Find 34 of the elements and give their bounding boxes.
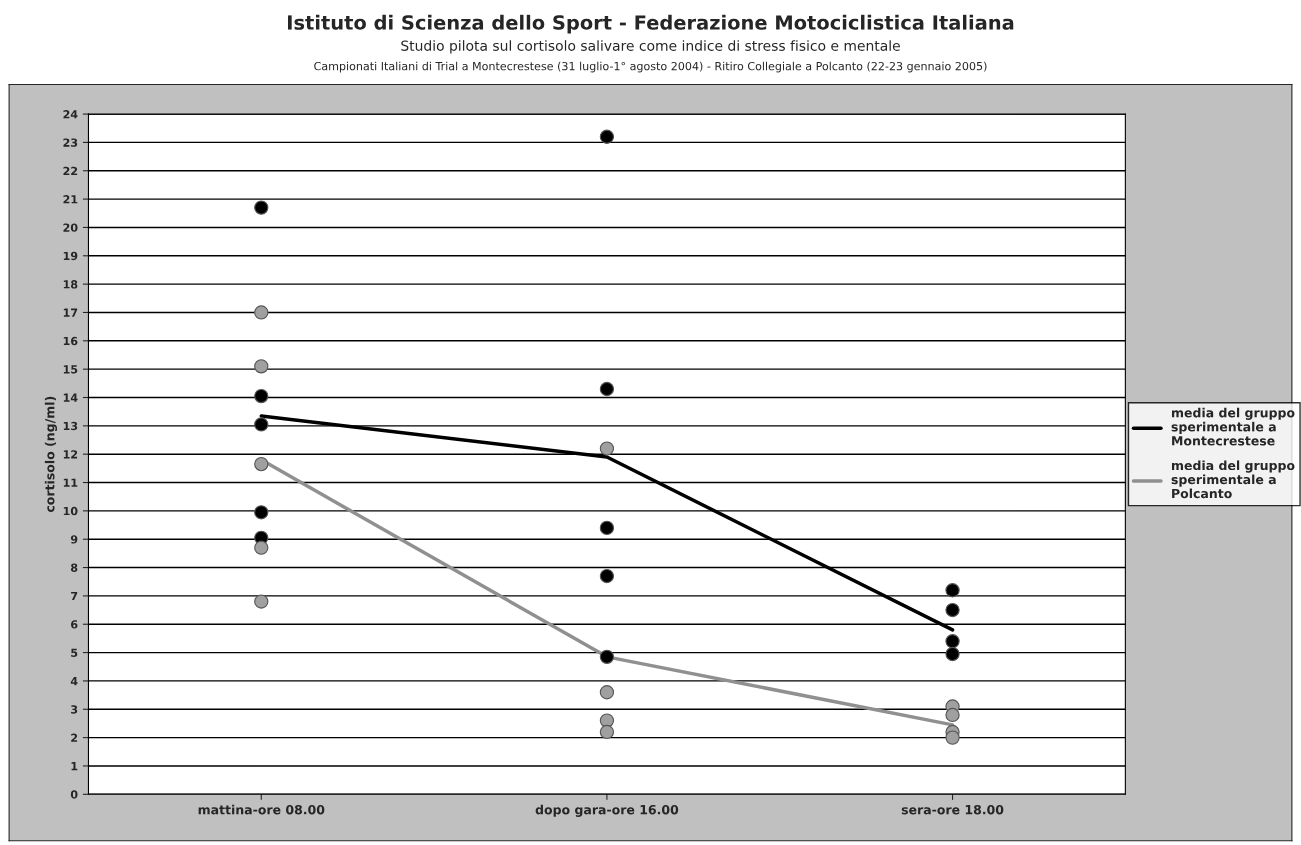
y-tick-label: 11 (63, 478, 78, 487)
legend-label: media del gruppo sperimentale a Polcanto (1171, 460, 1295, 499)
y-tick-label: 3 (71, 705, 78, 714)
y-tick-label: 13 (63, 421, 78, 431)
chart-title: Istituto di Scienza dello Sport - Federazione Motociclistica Italiana (288, 14, 1014, 34)
y-tick-label: 22 (63, 166, 78, 175)
legend-label: media del gruppo sperimentale a Montecrestese (1171, 407, 1295, 446)
x-tick-label: sera-ore 18.00 (901, 804, 1004, 815)
y-tick-label: 23 (63, 138, 78, 147)
y-tick-label: 7 (71, 592, 78, 601)
y-tick-label: 14 (63, 393, 78, 402)
y-tick-label: 9 (70, 535, 78, 544)
x-tick-label: mattina-ore 08.00 (198, 804, 325, 815)
y-tick-label: 21 (63, 195, 78, 204)
y-tick-label: 2 (71, 733, 78, 742)
y-tick-label: 20 (63, 223, 78, 232)
y-tick-label: 16 (63, 336, 78, 346)
y-tick-label: 8 (71, 563, 78, 572)
y-tick-label: 17 (63, 308, 78, 317)
x-tick-label: dopo gara-ore 16.00 (535, 804, 679, 817)
y-tick-label: 6 (71, 620, 78, 629)
chart-subtitle: Studio pilota sul cortisolo salivare come indice di stress fisico e mentale (401, 40, 900, 54)
text: Campionati Italiani di Trial a Montecrestese (31 luglio-1° agosto 2004) - Ritiro Collegiale a Polcanto (22-23 gennaio 2005) (314, 61, 987, 73)
y-tick-label: 1 (71, 762, 78, 771)
y-tick-label: 15 (63, 365, 78, 374)
y-tick-label: 0 (70, 790, 78, 799)
y-tick-label: 5 (71, 648, 78, 657)
y-tick-label: 18 (63, 280, 78, 289)
y-tick-label: 10 (63, 506, 78, 516)
y-tick-label: 19 (63, 251, 78, 261)
y-tick-label: 12 (63, 450, 78, 459)
y-tick-label: 24 (63, 110, 78, 119)
y-tick-label: 4 (70, 677, 78, 686)
y-axis-title: cortisolo (ng/ml) (44, 396, 58, 513)
